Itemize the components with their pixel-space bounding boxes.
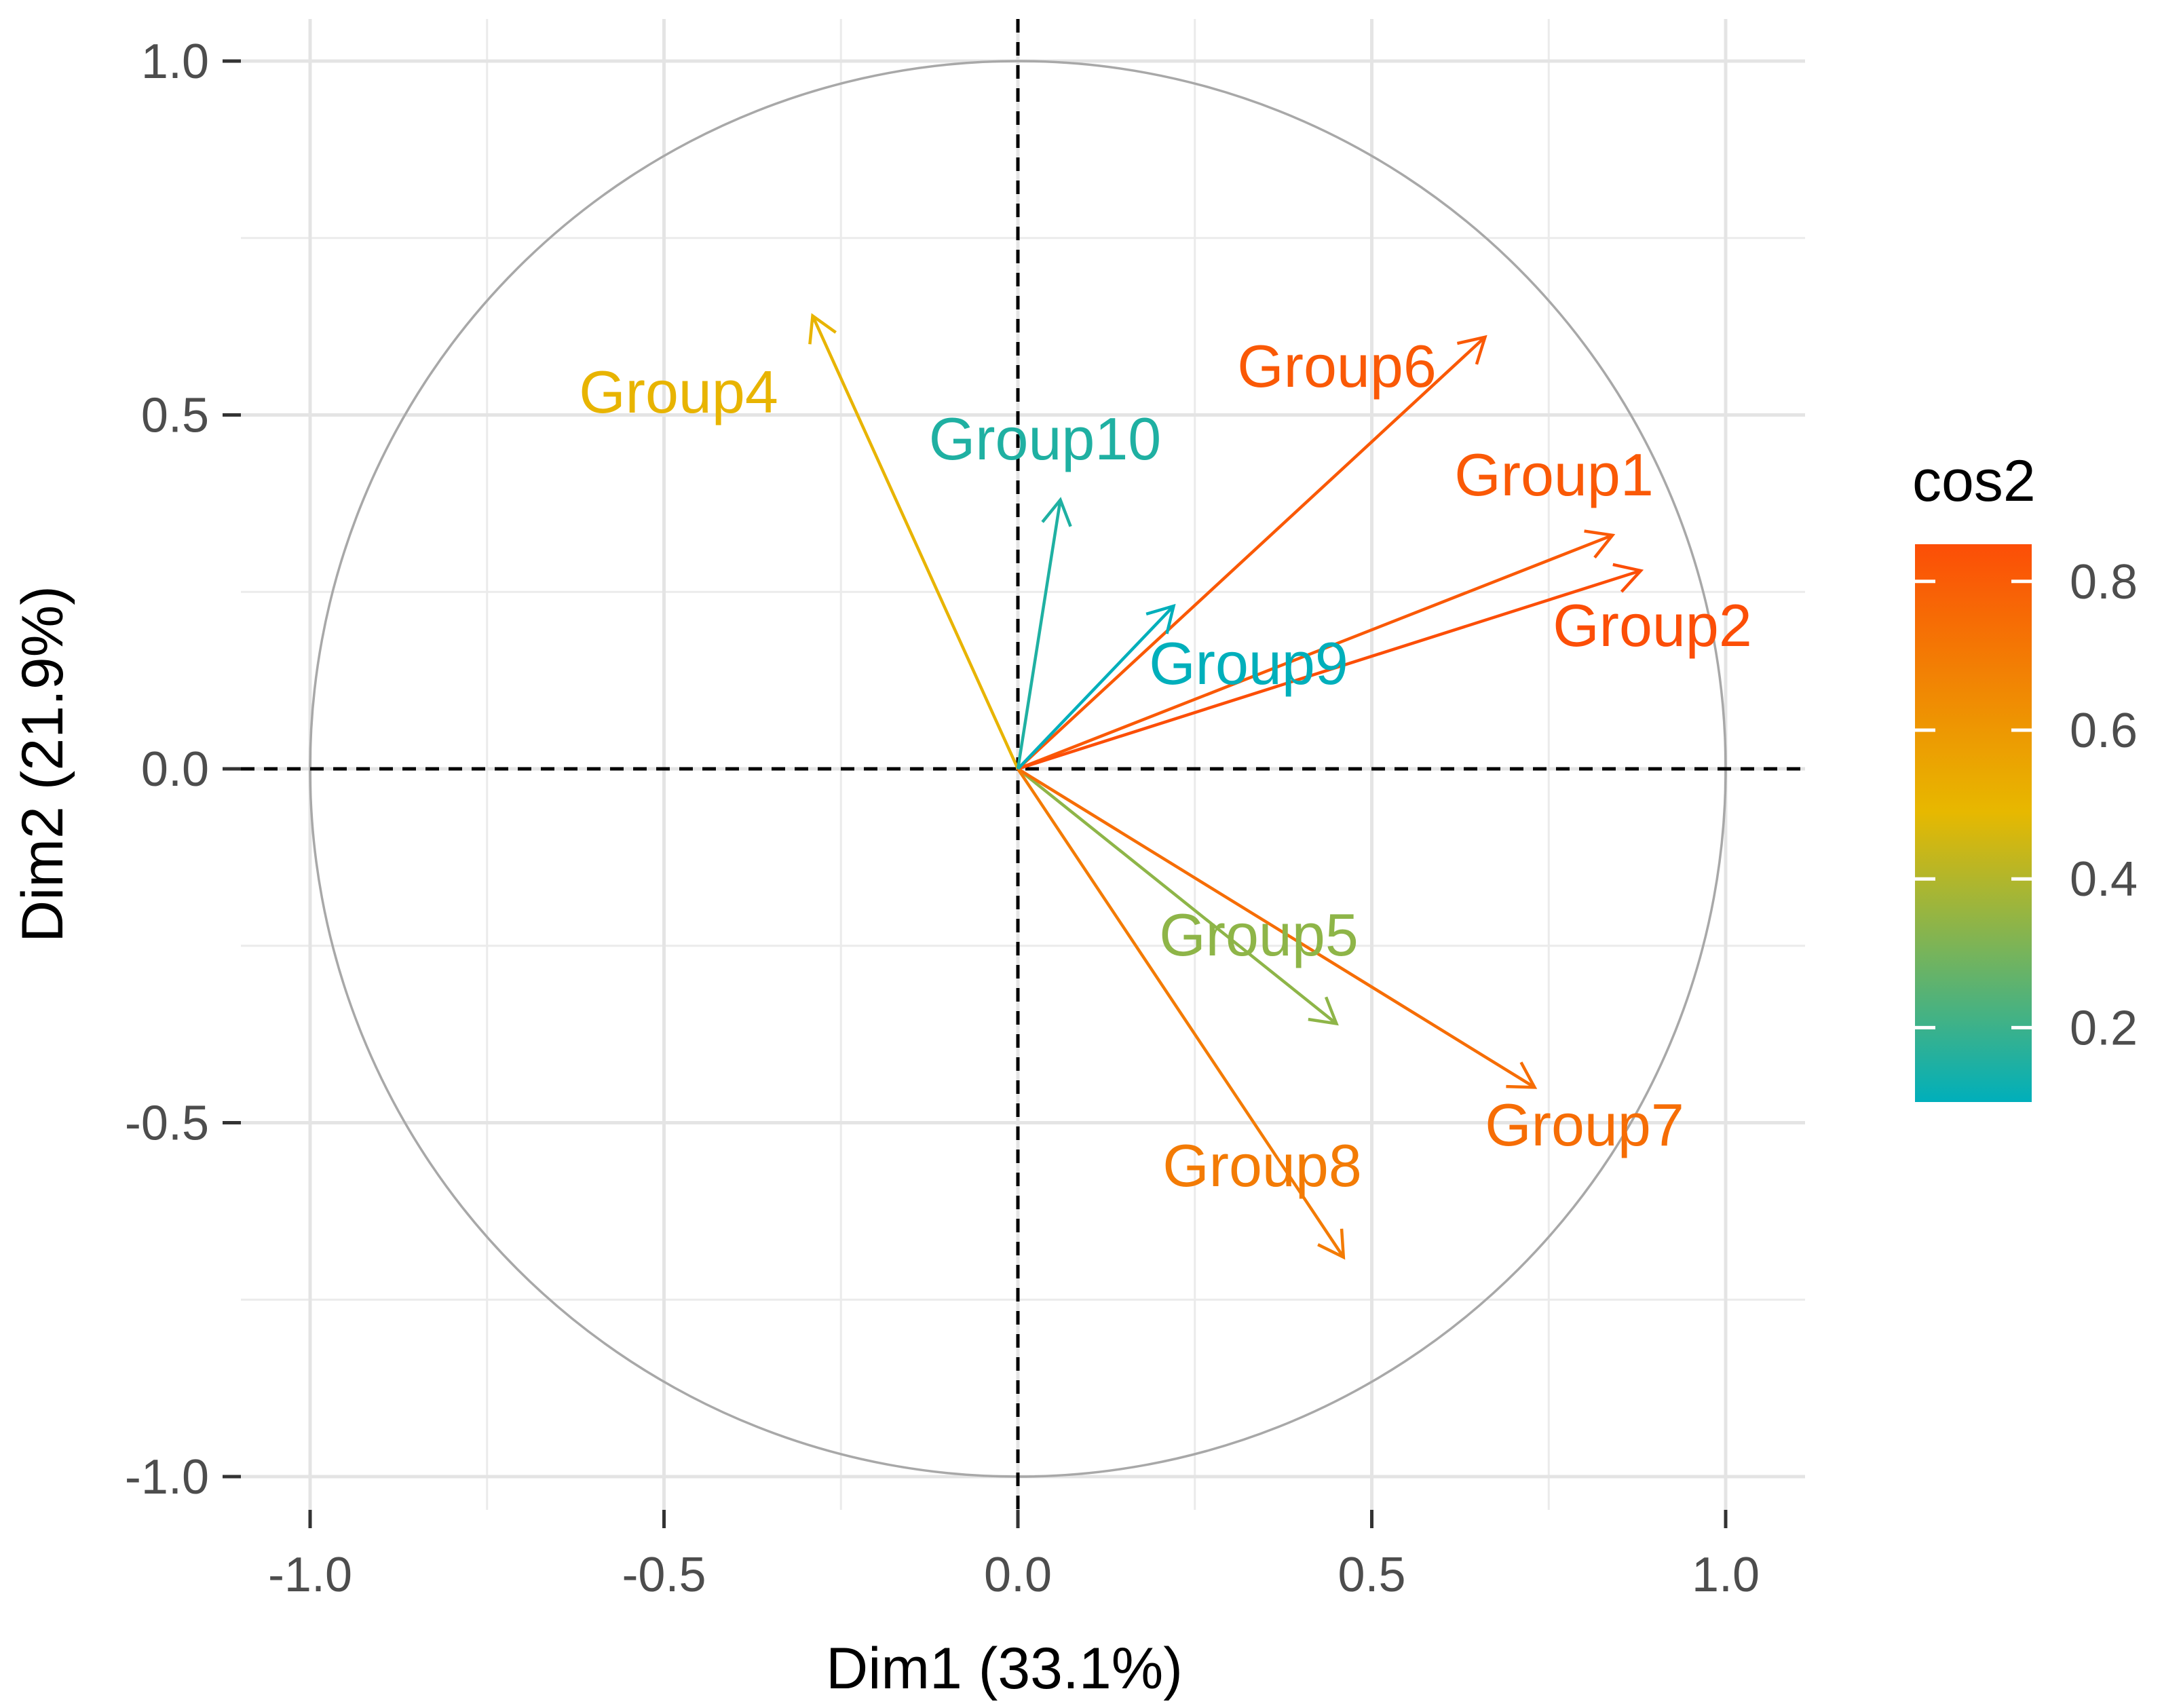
- y-tick-label: -0.5: [125, 1097, 209, 1151]
- legend-tick-label: 0.6: [2070, 704, 2138, 758]
- y-tick-label: 1.0: [141, 35, 209, 89]
- label-group5: Group5: [1159, 901, 1359, 968]
- label-group10: Group10: [929, 405, 1161, 472]
- grid-minor: [241, 19, 1805, 1510]
- legend-tick-label: 0.2: [2070, 1001, 2138, 1055]
- arrowhead-group5: [1308, 996, 1339, 1026]
- legend-colorbar: [1915, 544, 2032, 1102]
- arrow-group4: [811, 315, 1020, 770]
- legend-title: cos2: [1912, 449, 2036, 514]
- label-group6: Group6: [1237, 333, 1437, 400]
- x-tick-label: 1.0: [1692, 1548, 1760, 1602]
- legend-tick-label: 0.8: [2070, 555, 2138, 609]
- arrowhead-group4: [808, 313, 837, 345]
- label-group2: Group2: [1553, 592, 1752, 659]
- label-group4: Group4: [579, 358, 778, 425]
- y-axis-title: Dim2 (21.9%): [10, 586, 75, 943]
- label-group8: Group8: [1162, 1132, 1362, 1199]
- x-tick-label: 0.0: [984, 1548, 1052, 1602]
- y-tick-label: 0.5: [141, 389, 209, 443]
- y-tick-label: -1.0: [125, 1450, 209, 1504]
- legend-ticks: 0.2 0.4 0.6 0.8: [1915, 555, 2138, 1055]
- arrowhead-group2: [1612, 563, 1644, 593]
- variable-labels: Group1 Group2 Group4 Group5 Group6 Group7 Grou…: [579, 333, 1752, 1199]
- y-tick-label: 0.0: [141, 742, 209, 797]
- x-tick-label: 0.5: [1338, 1548, 1405, 1602]
- arrow-group8: [1017, 767, 1345, 1258]
- legend-tick-label: 0.4: [2070, 852, 2138, 907]
- cos2-legend: cos2 0.2 0.4 0.6 0.8: [1912, 449, 2138, 1102]
- arrowhead-group8: [1317, 1228, 1346, 1260]
- arrow-group2: [1017, 569, 1642, 771]
- label-group7: Group7: [1485, 1091, 1684, 1158]
- label-group9: Group9: [1149, 630, 1348, 697]
- arrow-group5: [1017, 767, 1338, 1025]
- x-tick-label: -1.0: [268, 1548, 352, 1602]
- x-axis: -1.0 -0.5 0.0 0.5 1.0: [268, 1510, 1760, 1602]
- arrow-group7: [1017, 767, 1536, 1089]
- variable-arrows: [808, 313, 1644, 1260]
- arrow-group10: [1016, 499, 1062, 770]
- arrowhead-group1: [1584, 529, 1616, 559]
- label-group1: Group1: [1454, 441, 1654, 508]
- arrow-group6: [1017, 336, 1486, 770]
- arrowhead-group10: [1041, 497, 1072, 527]
- arrow-group9: [1017, 605, 1175, 770]
- x-axis-title: Dim1 (33.1%): [826, 1636, 1183, 1701]
- x-tick-label: -0.5: [622, 1548, 706, 1602]
- arrowhead-group7: [1506, 1061, 1538, 1089]
- y-axis: -1.0 -0.5 0.0 0.5 1.0: [125, 35, 241, 1504]
- arrowhead-group6: [1456, 335, 1487, 365]
- arrow-group1: [1017, 533, 1613, 771]
- arrowhead-group9: [1145, 603, 1176, 634]
